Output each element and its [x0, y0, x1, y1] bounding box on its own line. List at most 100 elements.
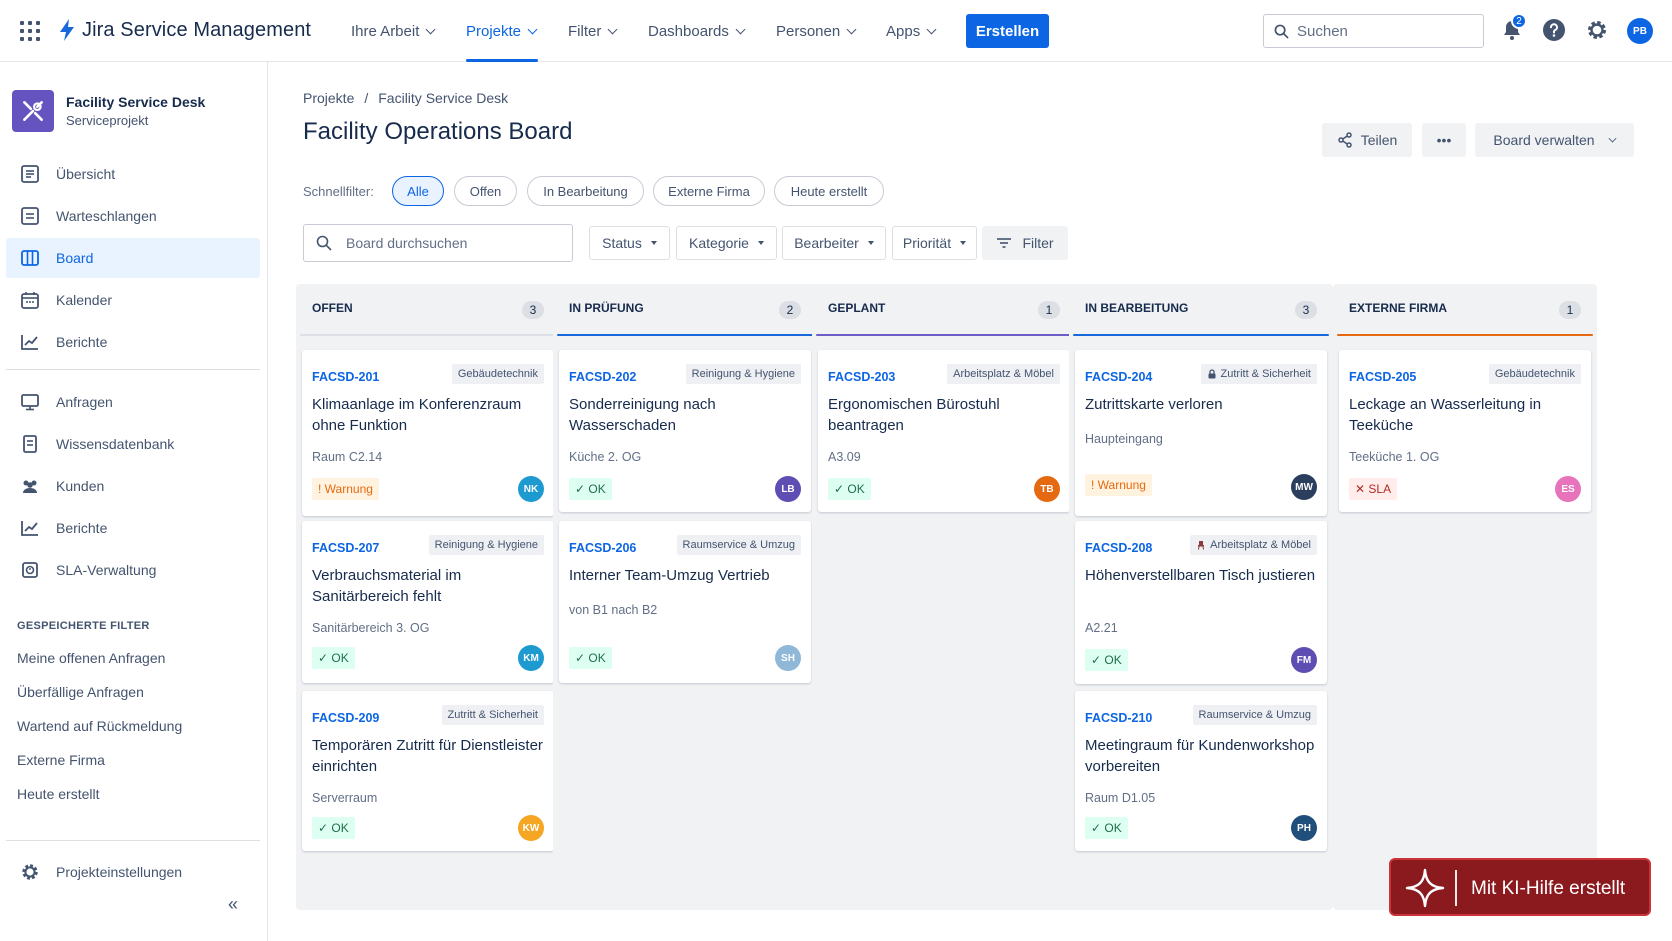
gear-icon[interactable] [1585, 18, 1609, 42]
sidebar-item-board[interactable]: Board [6, 238, 260, 278]
assignee-avatar[interactable]: ES [1555, 476, 1581, 502]
project-header[interactable]: Facility Service Desk Serviceprojekt [12, 90, 205, 132]
app-logo[interactable]: Jira Service Management [58, 18, 311, 42]
issue-title: Verbrauchsmaterial im Sanitärbereich feh… [312, 567, 462, 605]
issue-card[interactable]: FACSD-207 Reinigung & Hygiene Verbrauchsma… [302, 521, 554, 683]
issue-card[interactable]: FACSD-203 Arbeitsplatz & Möbel Ergonomisch… [818, 350, 1070, 512]
assignee-avatar[interactable]: FM [1291, 647, 1317, 673]
saved-filter-item[interactable]: Wartend auf Rückmeldung [17, 718, 183, 734]
nav-filter[interactable]: Filter [568, 0, 618, 62]
nav-apps[interactable]: Apps [886, 0, 937, 62]
issue-card[interactable]: FACSD-201 Gebäudetechnik Klimaanlage im Ko… [302, 350, 554, 516]
column-title: GEPLANT [828, 301, 886, 315]
issue-key[interactable]: FACSD-203 [828, 370, 896, 384]
saved-filter-item[interactable]: Meine offenen Anfragen [17, 650, 166, 666]
assignee-filter-dropdown[interactable]: Bearbeiter [782, 226, 886, 260]
manage-board-button[interactable]: Board verwalten [1475, 123, 1634, 157]
saved-filter-item[interactable]: Heute erstellt [17, 786, 100, 802]
quickfilter-alle[interactable]: Alle [392, 176, 444, 206]
nav-dashboards[interactable]: Dashboards [648, 0, 746, 62]
issue-key[interactable]: FACSD-202 [569, 370, 637, 384]
sidebar-item-berichte[interactable]: Berichte [6, 322, 260, 362]
saved-filter-item[interactable]: Überfällige Anfragen [17, 684, 144, 700]
share-button[interactable]: Teilen [1322, 123, 1412, 157]
issue-title: Höhenverstellbaren Tisch justieren [1085, 567, 1316, 584]
issue-card[interactable]: FACSD-209 Zutritt & Sicherheit Temporären … [302, 691, 554, 851]
sidebar-item-kunden[interactable]: Kunden [6, 466, 260, 506]
sidebar-item-berichte-2[interactable]: Berichte [6, 508, 260, 548]
sidebar-item-uebersicht[interactable]: Übersicht [6, 154, 260, 194]
saved-filter-item[interactable]: Externe Firma [17, 752, 105, 768]
sidebar-item-sla-verwaltung[interactable]: SLA-Verwaltung [6, 550, 260, 590]
issue-card[interactable]: FACSD-208 Arbeitsplatz & Möbel Höhenverste… [1075, 521, 1327, 684]
more-actions-button[interactable]: ••• [1422, 123, 1466, 157]
category-tag: Reinigung & Hygiene [685, 364, 801, 384]
sidebar-item-projekteinstellungen[interactable]: Projekteinstellungen [6, 852, 260, 892]
quickfilter-heute-erstellt[interactable]: Heute erstellt [774, 176, 884, 206]
create-button[interactable]: Erstellen [966, 14, 1049, 48]
search-input[interactable]: Suchen [1263, 14, 1484, 48]
chevron-down-icon [735, 24, 746, 34]
issue-key[interactable]: FACSD-204 [1085, 370, 1153, 384]
sidebar-item-kalender[interactable]: Kalender [6, 280, 260, 320]
issue-card[interactable]: FACSD-205 Gebäudetechnik Leckage an Wasser… [1339, 350, 1591, 512]
issue-card[interactable]: FACSD-204 Zutritt & Sicherheit Zutrittskar… [1075, 350, 1327, 516]
chart-line-icon [21, 521, 38, 536]
quickfilter-in-bearbeitung[interactable]: In Bearbeitung [527, 176, 644, 206]
assignee-avatar[interactable]: SH [775, 645, 801, 671]
column-header: IN BEARBEITUNG 3 [1069, 284, 1333, 334]
assignee-avatar[interactable]: PH [1291, 815, 1317, 841]
issue-card[interactable]: FACSD-202 Reinigung & Hygiene Sonderreinig… [559, 350, 811, 512]
issue-key[interactable]: FACSD-210 [1085, 711, 1153, 725]
help-icon[interactable] [1542, 18, 1566, 42]
user-avatar[interactable]: PB [1627, 18, 1653, 44]
issue-card[interactable]: FACSD-210 Raumservice & Umzug Meetingraum … [1075, 691, 1327, 851]
issue-location: A3.09 [828, 450, 861, 464]
quickfilter-offen[interactable]: Offen [454, 176, 517, 206]
chair-icon [1198, 541, 1205, 550]
caret-down-icon [867, 241, 874, 245]
filter-button[interactable]: Filter [982, 226, 1068, 260]
assignee-avatar[interactable]: TB [1034, 476, 1060, 502]
issue-key[interactable]: FACSD-208 [1085, 541, 1153, 555]
issue-key[interactable]: FACSD-205 [1349, 370, 1417, 384]
nav-projekte[interactable]: Projekte [466, 0, 539, 62]
board-search-input[interactable]: Board durchsuchen [303, 224, 573, 262]
document-icon [23, 435, 37, 453]
assignee-avatar[interactable]: LB [775, 476, 801, 502]
assignee-avatar[interactable]: MW [1291, 474, 1317, 500]
collapse-sidebar-button[interactable]: « [228, 894, 239, 914]
assignee-avatar[interactable]: KM [518, 645, 544, 671]
issue-key[interactable]: FACSD-201 [312, 370, 380, 384]
caret-down-icon [650, 241, 657, 245]
nav-ihre-arbeit[interactable]: Ihre Arbeit [351, 0, 436, 62]
issue-location: von B1 nach B2 [569, 603, 658, 617]
app-switcher-icon[interactable] [20, 21, 40, 41]
category-filter-dropdown[interactable]: Kategorie [676, 226, 777, 260]
issue-key[interactable]: FACSD-207 [312, 541, 380, 555]
column-header: GEPLANT 1 [812, 284, 1076, 334]
status-filter-dropdown[interactable]: Status [589, 226, 670, 260]
project-name: Facility Service Desk [66, 94, 206, 110]
assignee-avatar[interactable]: NK [518, 476, 544, 502]
chevron-down-icon [425, 24, 436, 34]
nav-personen[interactable]: Personen [776, 0, 857, 62]
sidebar-item-warteschlangen[interactable]: Warteschlangen [6, 196, 260, 236]
issue-location: Küche 2. OG [569, 450, 642, 464]
chevron-down-icon [607, 24, 618, 34]
breadcrumb-projekte[interactable]: Projekte [303, 90, 355, 106]
assignee-avatar[interactable]: KW [518, 815, 544, 841]
category-tag: Raumservice & Umzug [676, 535, 801, 555]
chevron-down-icon [1608, 134, 1617, 142]
issue-key[interactable]: FACSD-206 [569, 541, 637, 555]
issue-location: A2.21 [1085, 621, 1118, 635]
issue-key[interactable]: FACSD-209 [312, 711, 380, 725]
quickfilter-externe-firma[interactable]: Externe Firma [653, 176, 765, 206]
breadcrumb-project[interactable]: Facility Service Desk [378, 90, 509, 106]
sidebar-item-anfragen[interactable]: Anfragen [6, 382, 260, 422]
sla-status-badge: ✓ OK [312, 647, 355, 669]
priority-filter-dropdown[interactable]: Priorität [892, 226, 977, 260]
chevron-down-icon [527, 24, 538, 34]
issue-card[interactable]: FACSD-206 Raumservice & Umzug Interner Tea… [559, 521, 811, 683]
sidebar-item-wissensdatenbank[interactable]: Wissensdatenbank [6, 424, 260, 464]
